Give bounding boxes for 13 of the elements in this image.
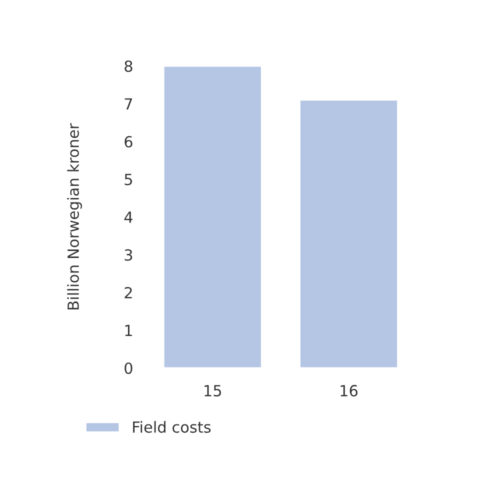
y-tick-label: 1 xyxy=(125,324,132,336)
y-tick-label: 7 xyxy=(124,98,132,110)
y-axis-title: Billion Norwegian kroner xyxy=(67,123,82,310)
y-tick-label: 6 xyxy=(124,136,132,148)
x-tick-label: 16 xyxy=(340,384,358,396)
y-tick-label: 5 xyxy=(124,174,132,186)
legend-label: Field costs xyxy=(133,421,211,433)
y-tick-label: 8 xyxy=(124,60,132,72)
y-tick-label: 0 xyxy=(124,362,132,374)
y-tick-label: 3 xyxy=(124,249,132,261)
y-tick-label: 4 xyxy=(124,212,132,223)
y-tick-label: 2 xyxy=(124,286,132,298)
x-tick-label: 15 xyxy=(204,385,222,396)
